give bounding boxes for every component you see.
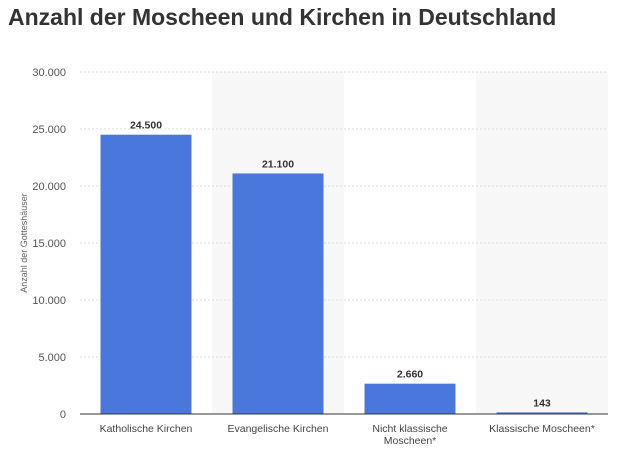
- x-tick-label: Katholische Kirchen: [100, 423, 193, 435]
- bar: [496, 412, 588, 414]
- y-tick-label: 0: [60, 409, 66, 421]
- chart-title: Anzahl der Moscheen und Kirchen in Deuts…: [8, 4, 557, 30]
- x-tick-label: Evangelische Kirchen: [228, 423, 329, 435]
- y-tick-label: 5.000: [38, 352, 66, 364]
- data-label: 2.660: [397, 369, 423, 381]
- y-tick-label: 20.000: [32, 181, 66, 193]
- data-label: 24.500: [130, 120, 162, 132]
- x-tick-label: Klassische Moscheen*: [489, 423, 595, 435]
- y-tick-label: 30.000: [32, 67, 66, 79]
- bar: [364, 383, 456, 414]
- bar: [100, 134, 192, 414]
- data-label: 21.100: [262, 158, 294, 170]
- bar: [232, 173, 324, 414]
- data-label: 143: [533, 397, 551, 409]
- y-axis-label: Anzahl der Gotteshäuser: [19, 193, 29, 293]
- y-tick-label: 10.000: [32, 295, 66, 307]
- y-tick-label: 25.000: [32, 124, 66, 136]
- y-tick-label: 15.000: [32, 238, 66, 250]
- x-tick-label: Moscheen*: [384, 435, 437, 447]
- x-tick-label: Nicht klassische: [372, 423, 447, 435]
